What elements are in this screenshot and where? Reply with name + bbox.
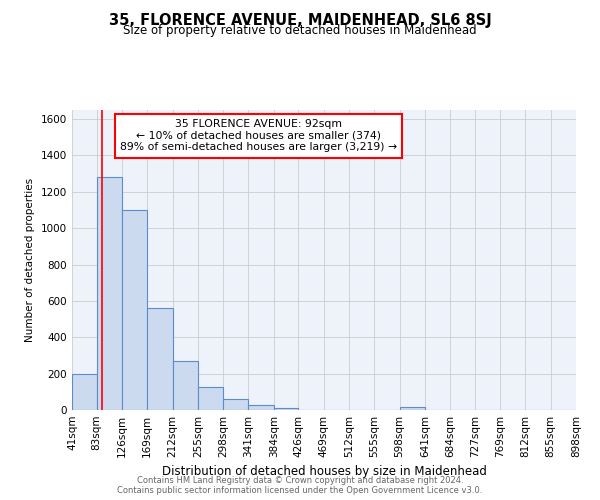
X-axis label: Distribution of detached houses by size in Maidenhead: Distribution of detached houses by size … (161, 466, 487, 478)
Bar (72, 374, 97, 410)
Text: 35, FLORENCE AVENUE, MAIDENHEAD, SL6 8SJ: 35, FLORENCE AVENUE, MAIDENHEAD, SL6 8SJ (109, 12, 491, 28)
Bar (400, 408, 425, 410)
Bar (97, 178, 122, 410)
Bar (248, 406, 274, 410)
Text: Size of property relative to detached houses in Maidenhead: Size of property relative to detached ho… (123, 24, 477, 37)
Bar (122, 210, 147, 410)
Text: Contains HM Land Registry data © Crown copyright and database right 2024.
Contai: Contains HM Land Registry data © Crown c… (118, 476, 482, 495)
Bar (198, 388, 223, 410)
Bar (274, 408, 298, 410)
Text: 35 FLORENCE AVENUE: 92sqm
← 10% of detached houses are smaller (374)
89% of semi: 35 FLORENCE AVENUE: 92sqm ← 10% of detac… (120, 119, 397, 152)
Bar (173, 361, 198, 410)
Y-axis label: Number of detached properties: Number of detached properties (25, 178, 35, 342)
Bar (147, 308, 173, 410)
Bar (223, 399, 248, 410)
